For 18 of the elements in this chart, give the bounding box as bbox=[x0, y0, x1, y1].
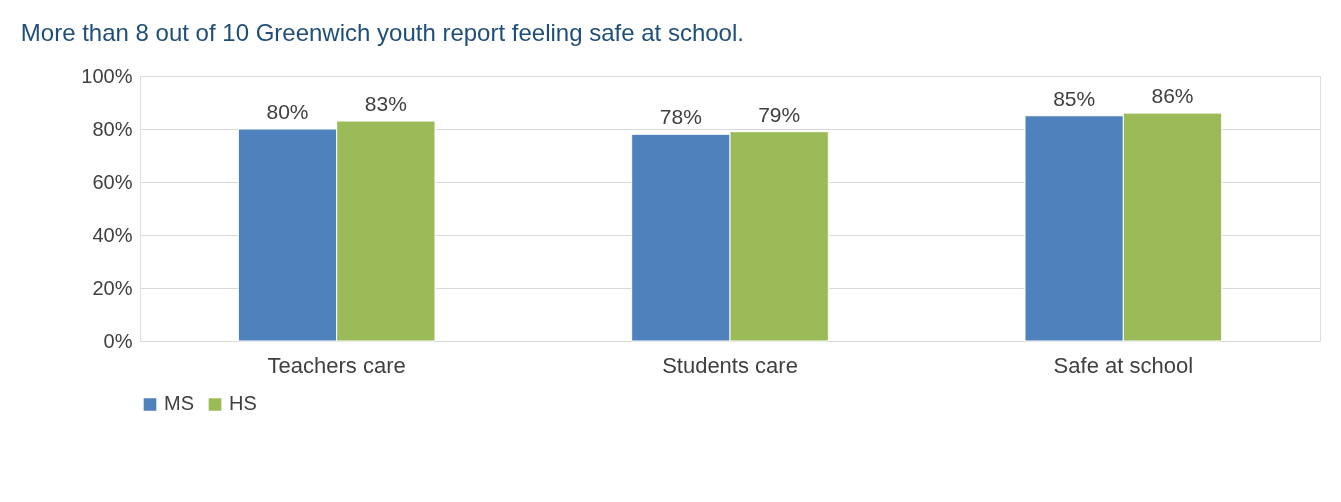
data-label: 78% bbox=[659, 105, 702, 129]
x-tick-label: Students care bbox=[662, 352, 798, 378]
legend-label: HS bbox=[229, 392, 257, 415]
x-tick-label: Safe at school bbox=[1053, 352, 1194, 378]
y-tick-label: 0% bbox=[103, 329, 133, 352]
data-label: 86% bbox=[1151, 84, 1194, 108]
data-label: 85% bbox=[1053, 86, 1096, 110]
data-label: 79% bbox=[758, 102, 801, 126]
y-tick-label: 40% bbox=[92, 223, 133, 246]
chart-title: More than 8 out of 10 Greenwich youth report feeling safe at school. bbox=[20, 19, 744, 46]
data-label: 80% bbox=[266, 100, 309, 123]
x-tick-label: Teachers care bbox=[267, 352, 406, 378]
data-label: 83% bbox=[364, 92, 407, 116]
legend-label: MS bbox=[164, 392, 194, 415]
y-tick-label: 100% bbox=[81, 64, 133, 87]
y-tick-label: 20% bbox=[92, 276, 133, 299]
y-tick-label: 60% bbox=[92, 170, 133, 193]
y-tick-label: 80% bbox=[92, 117, 133, 140]
